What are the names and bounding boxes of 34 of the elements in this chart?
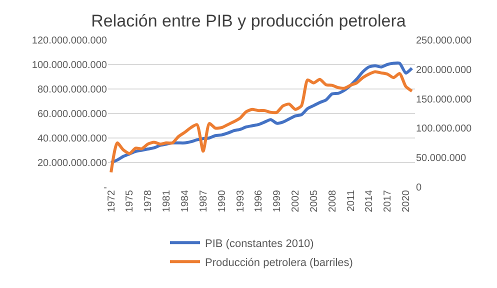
x-tick-label: 2014 [364,190,376,212]
x-tick-label: 1975 [124,190,136,212]
x-tick-label: 2017 [382,190,394,212]
y-tick-label: 120.000.000.000 [32,36,108,46]
x-tick-label: 2005 [308,190,320,212]
x-tick-label: 1996 [254,190,265,212]
x-tick-label: 2020 [401,190,412,212]
x-tick-label: 1984 [180,190,191,212]
legend-label: Producción petrolera (barriles) [205,256,353,269]
chart-title: Relación entre PIB y producción petrolera [91,11,406,30]
x-tick-label: 2008 [327,190,338,212]
x-tick-label: 1990 [216,190,228,212]
y-tick-label: 40.000.000.000 [37,134,108,144]
y-tick-label: 100.000.000.000 [32,60,108,71]
legend-label: PIB (constantes 2010) [205,238,314,250]
y-tick-label: 80.000.000.000 [37,84,108,96]
y-tick-label: 20.000.000.000 [37,158,108,169]
x-tick-label: 1987 [198,190,210,212]
x-tick-label: 1972 [106,190,118,212]
y2-tick-label: 100.000.000 [416,124,472,135]
x-tick-label: 1993 [235,190,246,212]
y2-tick-label: 0 [416,182,422,194]
x-tick-label: 1999 [272,190,284,212]
x-tick-label: 2002 [290,190,302,212]
x-tick-label: 1981 [162,190,173,212]
y2-tick-label: 150.000.000 [416,94,472,106]
line-series [110,70,414,174]
y-tick-label: 60.000.000.000 [37,109,108,120]
x-tick-label: 2011 [346,190,357,212]
y-tick-label: - [104,182,107,194]
y2-tick-label: 50.000.000 [416,153,466,164]
x-tick-label: 1978 [143,190,154,212]
y2-tick-label: 200.000.000 [416,64,472,76]
y2-tick-label: 250.000.000 [416,36,472,46]
